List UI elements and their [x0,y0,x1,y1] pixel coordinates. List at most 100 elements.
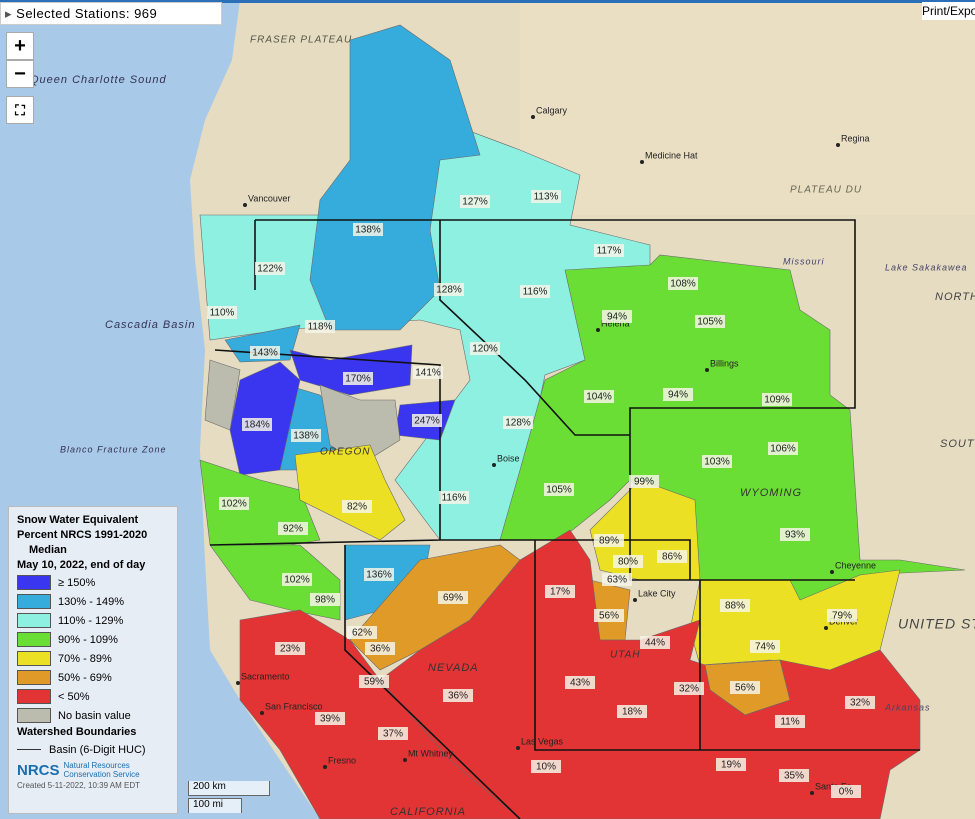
basin-label: 44% [645,638,665,649]
legend-label: < 50% [58,690,90,703]
region-label: FRASER PLATEAU [250,35,352,46]
basin-label-bg [315,712,345,725]
basin-label: 43% [570,678,590,689]
basin-label-bg [584,390,614,403]
basin-label-bg [275,642,305,655]
scale-km: 200 km [188,781,270,796]
basin-label-bg [443,689,473,702]
place-dot [596,328,600,332]
basin-label: 99% [634,477,654,488]
basin-label-bg [668,277,698,290]
basin-label: 69% [443,593,463,604]
legend-item: 130% - 149% [17,592,177,611]
legend-item: 70% - 89% [17,649,177,668]
legend-subtitle: Percent NRCS 1991-2020 [17,529,148,541]
basin-label-bg [674,682,704,695]
basin-label-bg [716,758,746,771]
basin-label: 106% [770,444,796,455]
legend-label: 70% - 89% [58,652,112,665]
basin-label-bg [242,418,272,431]
basin-label-bg [845,696,875,709]
basin-label-bg [750,640,780,653]
created: Created 5-11-2022, 10:39 AM EDT [17,781,141,790]
legend-date: May 10, 2022, end of day [17,559,146,571]
place-dot [810,791,814,795]
basin-label-bg [780,528,810,541]
basin-label-bg [353,223,383,236]
basin-label: 105% [546,485,572,496]
legend-label: 90% - 109% [58,633,118,646]
basin-label: 89% [599,536,619,547]
basin-label: 247% [414,416,440,427]
legend-item: ≥ 150% [17,573,177,592]
basin-label: 36% [370,644,390,655]
basin-label: 11% [780,717,799,728]
place-label: Mt Whitney [408,748,454,758]
place-label: Las Vegas [521,736,564,746]
basin-label-bg [768,442,798,455]
place-label: Calgary [536,105,568,115]
legend-swatch [17,575,51,590]
basin-label: 109% [764,395,790,406]
basins [199,24,966,819]
place-label: Helena [601,318,630,328]
basin-label: 93% [785,530,805,541]
basin-label: 138% [293,431,319,442]
basin-label: 117% [597,246,622,257]
basin-label-bg [278,522,308,535]
place-dot [531,115,535,119]
zoom-out[interactable]: − [6,60,34,88]
place-dot [236,681,240,685]
place-dot [516,746,520,750]
basin-label: 18% [622,707,642,718]
basin-label: 88% [725,601,745,612]
basin-under-50 [239,529,921,819]
basin-label-bg [365,642,395,655]
basin-label-bg [565,676,595,689]
station-bar[interactable]: ▸ Selected Stations: 969 [0,2,222,25]
basin-label-bg [602,573,632,586]
region-label: CALIFORNIA [390,806,466,818]
basin-label-bg [207,306,237,319]
basin-label-bg [613,555,643,568]
basin-label: 116% [442,493,467,504]
print-button[interactable]: Print/Expo [922,2,975,20]
basin-label-bg [594,244,624,257]
region-label: NORTH [935,291,975,303]
legend-item: 90% - 109% [17,630,177,649]
basin-label-bg [291,429,321,442]
basin-label-bg [720,599,750,612]
basin-label: 116% [523,287,548,298]
legend-title: Snow Water Equivalent [17,514,139,526]
legend-item: < 50% [17,687,177,706]
basin-label: 94% [668,390,688,401]
basin-label: 0% [839,787,854,798]
basin-label: 138% [355,225,381,236]
basin-label: 98% [315,595,335,606]
scale-mi: 100 mi [188,798,242,813]
basin-label-bg [439,491,469,504]
basin-label-bg [470,342,500,355]
basin-label-bg [219,497,249,510]
basin-label: 105% [697,317,723,328]
region-label: NEVADA [428,662,479,674]
agency: Natural Resources Conservation Service [63,761,140,779]
region-label: Lake Sakakawea [885,262,968,272]
basin-label-bg [359,675,389,688]
zoom-in[interactable]: + [6,32,34,60]
basin-label-bg [364,568,394,581]
basin-label-bg [520,285,550,298]
fullscreen[interactable]: ⛶ [6,96,34,124]
basin-label-bg [412,414,442,427]
place-label: Vancouver [248,193,290,203]
logo: NRCS [17,761,60,779]
region-label: Queen Charlotte Sound [30,74,167,86]
legend: Snow Water Equivalent Percent NRCS 1991-… [8,506,178,814]
basin-label: 86% [662,552,682,563]
basin-label-bg [347,626,377,639]
basin-label: 143% [252,348,278,359]
place-label: Cheyenne [835,560,876,570]
region-label: WYOMING [740,487,802,499]
